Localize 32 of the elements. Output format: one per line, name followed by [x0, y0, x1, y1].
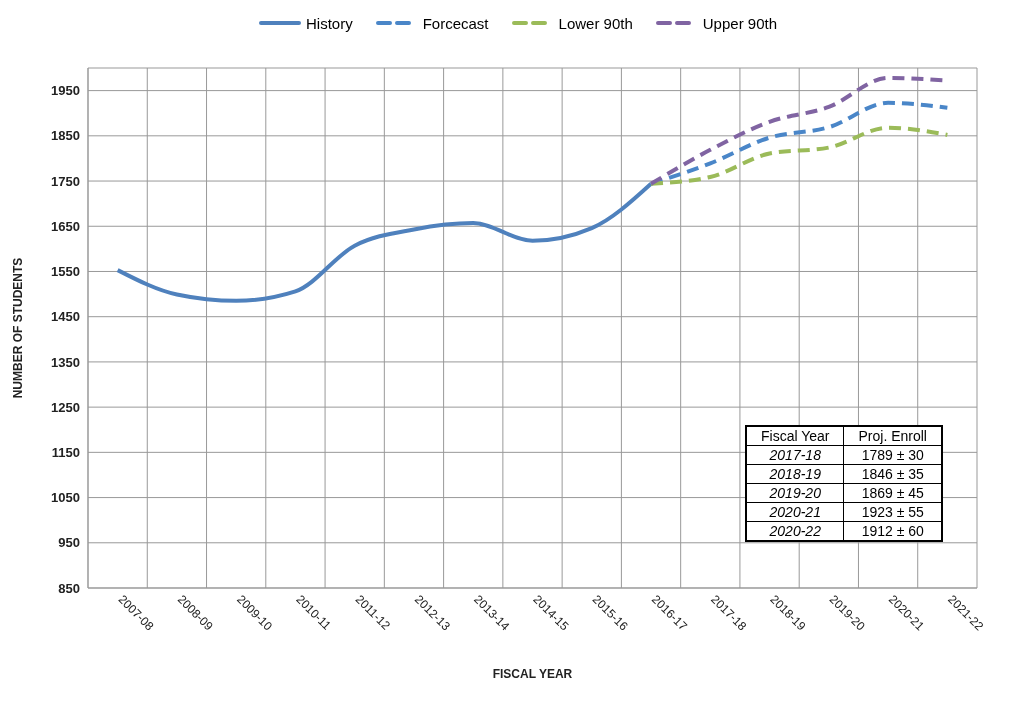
y-tick-label: 1150: [51, 444, 80, 460]
y-tick-label: 1550: [51, 264, 80, 280]
annotation: 2020-22: [746, 521, 844, 541]
y-tick-label: 950: [58, 535, 80, 551]
annotation: 1846 ± 35: [843, 464, 942, 484]
annotation: 2018-19: [746, 464, 844, 484]
line-series: [115, 181, 654, 303]
y-tick-label: 1250: [51, 399, 80, 415]
annotation: 1923 ± 55: [843, 502, 942, 522]
y-tick-label: 1350: [51, 354, 80, 370]
legend-label: Lower 90th: [558, 14, 633, 32]
annotation: Proj. Enroll: [843, 426, 942, 446]
annotation: 1869 ± 45: [843, 483, 942, 503]
y-tick-label: 1050: [51, 490, 80, 506]
y-tick-label: 1950: [51, 83, 80, 99]
annotation: 2017-18: [746, 445, 844, 465]
y-tick-label: 850: [58, 580, 80, 596]
annotation: 2019-20: [746, 483, 844, 503]
annotation: 1789 ± 30: [843, 445, 942, 465]
legend-label: History: [306, 14, 353, 32]
legend-label: Upper 90th: [702, 14, 777, 32]
y-tick-label: 1850: [51, 128, 80, 144]
y-tick-label: 1750: [51, 173, 80, 189]
x-axis-title: FISCAL YEAR: [492, 667, 573, 681]
y-axis-title: NUMBER OF STUDENTS: [11, 257, 26, 399]
y-tick-label: 1450: [51, 309, 80, 325]
legend-label: Forcecast: [422, 14, 489, 32]
annotation: 2020-21: [746, 502, 844, 522]
y-tick-label: 1650: [51, 218, 80, 234]
annotation: Fiscal Year: [746, 426, 844, 446]
annotation: 1912 ± 60: [843, 521, 942, 541]
line-series: [649, 125, 950, 186]
